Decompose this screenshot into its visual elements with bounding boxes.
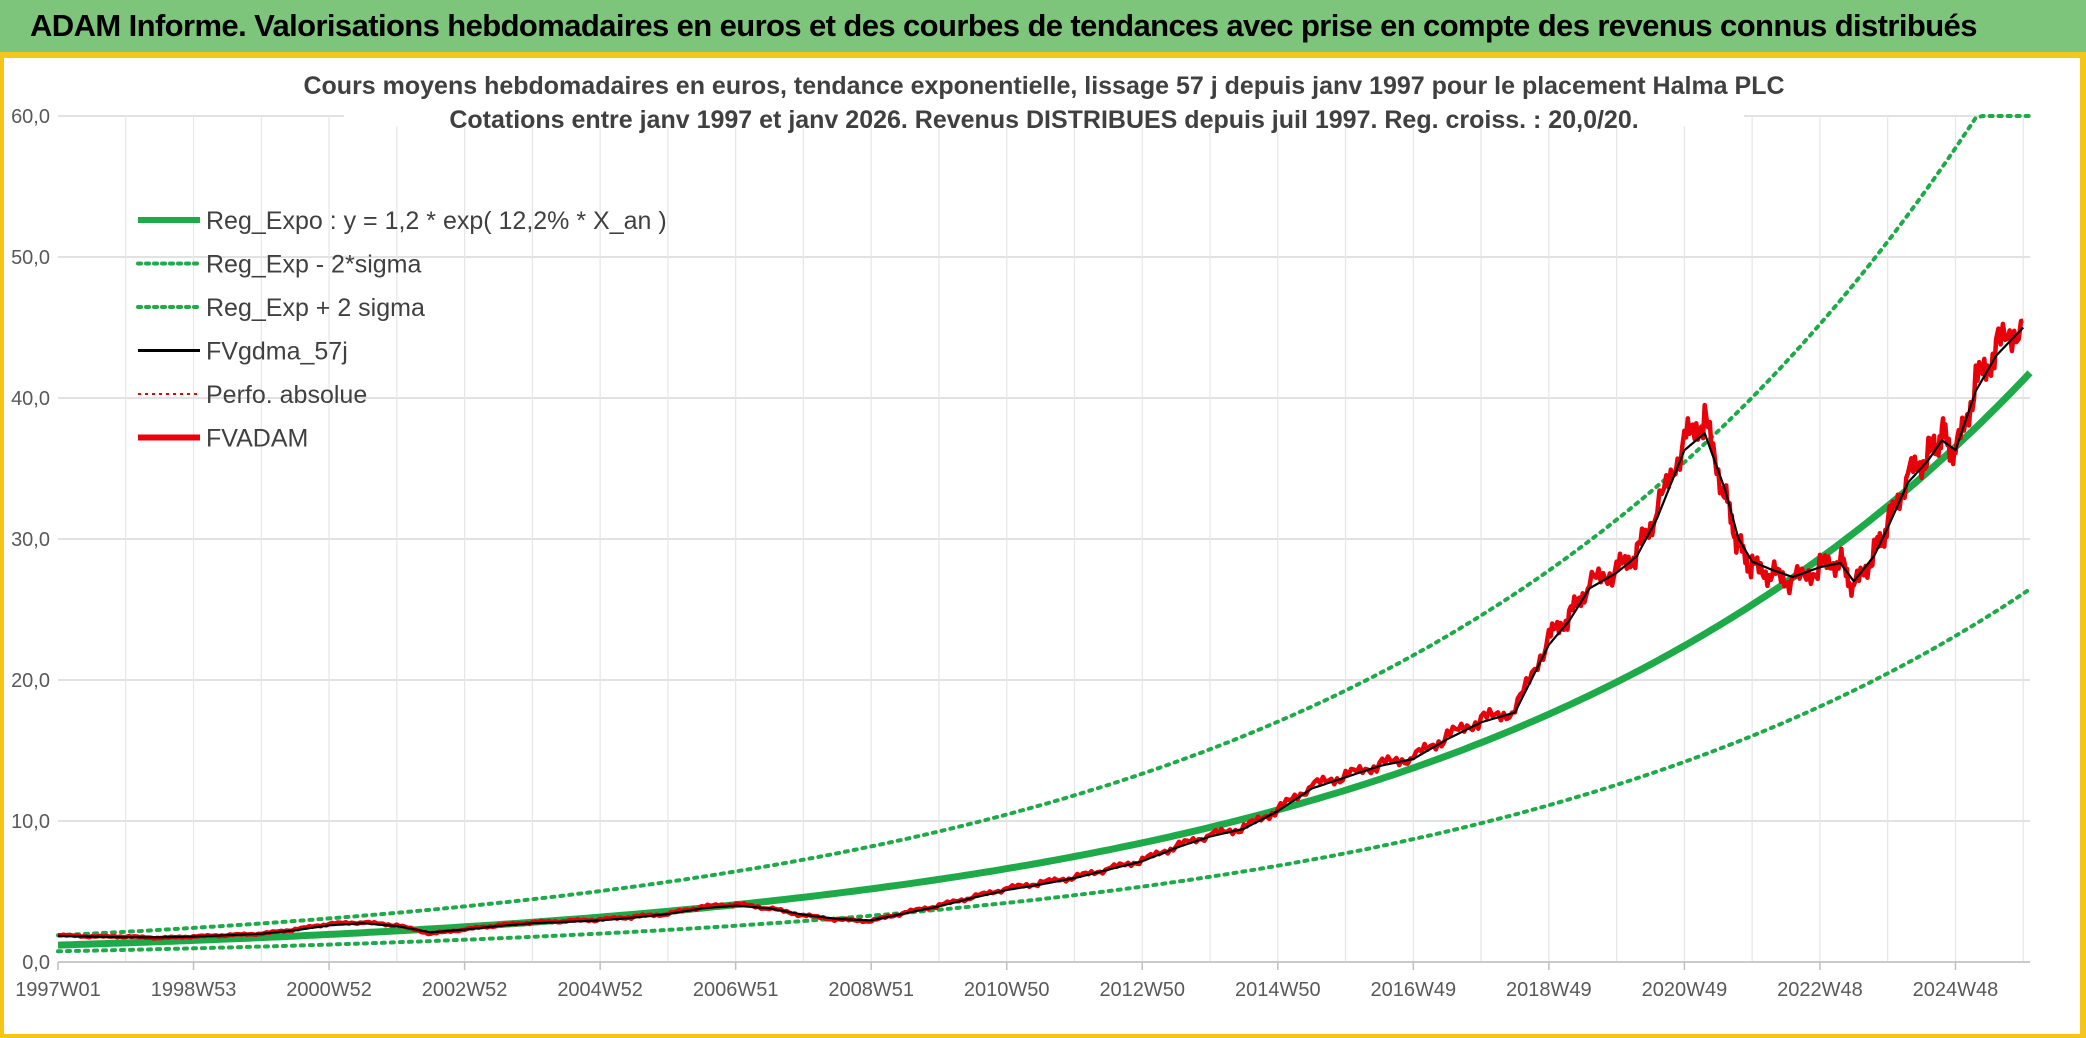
legend-item-reg: Reg_Expo : y = 1,2 * exp( 12,2% * X_an ) bbox=[138, 207, 667, 235]
y-tick-label: 10,0 bbox=[11, 811, 50, 833]
chart-panel: 0,0 10,0 20,0 30,0 40,0 50,0 60,0 1997W01 1998W5… bbox=[4, 58, 2080, 1034]
x-tick-label: 1998W53 bbox=[151, 979, 237, 1001]
legend-label: FVgdma_57j bbox=[206, 338, 348, 366]
chart-title-block: Cours moyens hebdomadaires en euros, ten… bbox=[303, 62, 1785, 134]
legend-item-low: Reg_Exp - 2*sigma bbox=[136, 251, 421, 279]
x-tick-label: 2010W50 bbox=[964, 979, 1050, 1001]
y-tick-label: 20,0 bbox=[11, 670, 50, 692]
x-tick-label: 2008W51 bbox=[828, 979, 914, 1001]
price-chart: 0,0 10,0 20,0 30,0 40,0 50,0 60,0 1997W01 1998W5… bbox=[11, 62, 2033, 1001]
legend-label: Reg_Expo : y = 1,2 * exp( 12,2% * X_an ) bbox=[206, 207, 667, 235]
legend-label: Reg_Exp - 2*sigma bbox=[206, 251, 421, 279]
fvgdma-57j-line bbox=[57, 326, 2025, 939]
reg-minus-2sigma-line bbox=[56, 587, 2032, 954]
y-tick-label: 60,0 bbox=[11, 106, 50, 128]
x-tick-label: 2022W48 bbox=[1777, 979, 1863, 1001]
x-tick-label: 2012W50 bbox=[1099, 979, 1185, 1001]
legend-label: Perfo. absolue bbox=[206, 381, 367, 409]
legend: Reg_Expo : y = 1,2 * exp( 12,2% * X_an )… bbox=[136, 207, 667, 453]
legend-item-smooth: FVgdma_57j bbox=[138, 338, 348, 366]
axis-layer: 0,0 10,0 20,0 30,0 40,0 50,0 60,0 1997W01 1998W5… bbox=[11, 106, 2030, 1001]
x-tick-label: 2016W49 bbox=[1371, 979, 1457, 1001]
x-tick-label: 2002W52 bbox=[422, 979, 508, 1001]
x-tick-label: 2018W49 bbox=[1506, 979, 1592, 1001]
grid-layer bbox=[58, 115, 2030, 963]
title-background bbox=[344, 62, 1744, 126]
x-tick-label: 2004W52 bbox=[557, 979, 643, 1001]
x-tick-label: 2000W52 bbox=[286, 979, 372, 1001]
legend-label: FVADAM bbox=[206, 425, 308, 453]
legend-item-perfo: Perfo. absolue bbox=[138, 381, 367, 409]
fvadam-line bbox=[57, 318, 2024, 941]
x-tick-label: 2020W49 bbox=[1642, 979, 1728, 1001]
x-tick-label: 1997W01 bbox=[15, 979, 101, 1001]
chart-title: Cours moyens hebdomadaires en euros, ten… bbox=[303, 72, 1784, 100]
x-tick-label: 2024W48 bbox=[1913, 979, 1999, 1001]
y-tick-label: 40,0 bbox=[11, 388, 50, 410]
legend-label: Reg_Exp + 2 sigma bbox=[206, 294, 425, 322]
y-tick-label: 30,0 bbox=[11, 529, 50, 551]
y-tick-label: 50,0 bbox=[11, 247, 50, 269]
chart-subtitle: Cotations entre janv 1997 et janv 2026. … bbox=[449, 106, 1638, 134]
x-tick-label: 2014W50 bbox=[1235, 979, 1321, 1001]
x-tick-label: 2006W51 bbox=[693, 979, 779, 1001]
report-title-banner: ADAM Informe. Valorisations hebdomadaire… bbox=[0, 0, 2086, 52]
series-layer bbox=[56, 114, 2033, 954]
reg-expo-line bbox=[57, 370, 2033, 949]
legend-item-high: Reg_Exp + 2 sigma bbox=[136, 294, 425, 322]
legend-item-fvadam: FVADAM bbox=[138, 425, 308, 453]
y-tick-label: 0,0 bbox=[22, 952, 50, 974]
